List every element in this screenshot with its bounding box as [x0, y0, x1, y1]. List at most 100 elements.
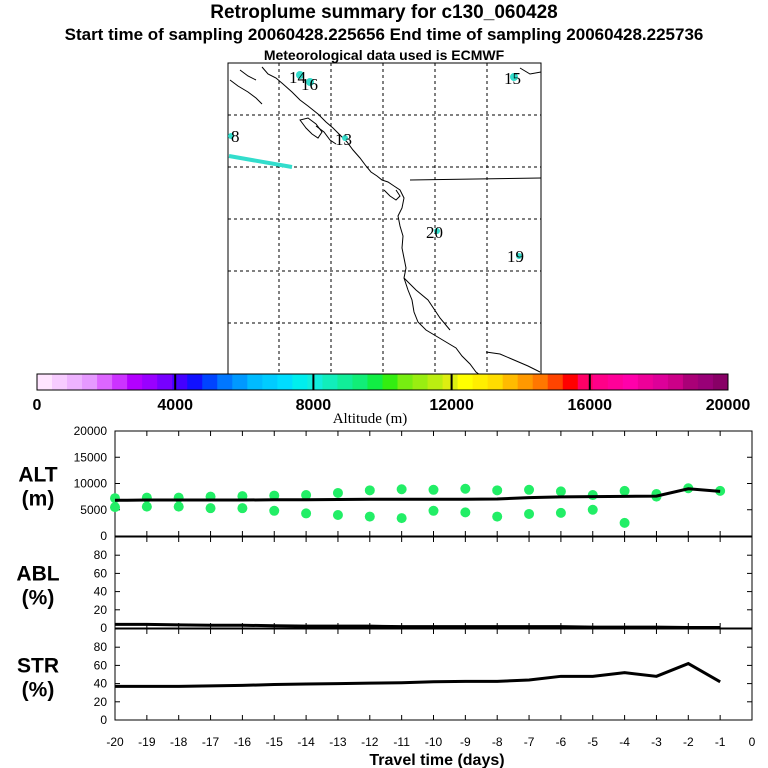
altitude-dot — [301, 508, 312, 519]
trajectory-point — [510, 73, 518, 81]
colorbar-swatch — [412, 374, 429, 390]
altitude-dot — [269, 505, 280, 516]
colorbar-label: Altitude (m) — [333, 411, 408, 427]
panel-unit: (m) — [22, 488, 55, 511]
colorbar-swatch — [52, 374, 68, 390]
altitude-dot — [396, 513, 407, 524]
x-tick-label: -2 — [683, 735, 694, 749]
trajectory-point — [342, 135, 348, 141]
colorbar-swatch — [202, 374, 218, 390]
altitude-dot — [460, 483, 471, 494]
x-tick-label: -11 — [393, 735, 410, 749]
altitude-dot — [110, 502, 120, 513]
colorbar-tick-labels: 0 4000 8000 12000 16000 20000 — [33, 397, 751, 414]
colorbar-tick-label: 12000 — [429, 397, 474, 414]
y-tick-label: 40 — [94, 585, 108, 599]
altitude-dot — [492, 485, 503, 496]
colorbar-tick-label: 16000 — [568, 397, 613, 414]
colorbar-swatch — [382, 374, 399, 390]
colorbar-swatch — [37, 374, 53, 390]
meteo-source: Meteorological data used is ECMWF — [263, 47, 505, 63]
x-tick-label: -18 — [170, 735, 188, 749]
trajectory-point — [306, 78, 314, 86]
colorbar-swatch — [157, 374, 173, 390]
panel-alt: 0 5000 10000 15000 20000 ALT(m) — [18, 424, 753, 543]
colorbar-swatch — [367, 374, 383, 390]
trajectory-day-labels: 14 16 15 8 13 20 19 — [231, 68, 524, 266]
colorbar-swatch — [577, 374, 594, 390]
colorbar-swatch — [112, 374, 128, 390]
y-tick-label: 20 — [94, 695, 108, 709]
panel-frame — [114, 628, 753, 721]
colorbar-swatch — [442, 374, 459, 390]
y-tick-label: 60 — [94, 658, 108, 672]
panel-label: ALT — [18, 464, 57, 487]
altitude-dot — [428, 505, 439, 516]
altitude-dot — [587, 490, 598, 501]
altitude-dot — [301, 490, 312, 501]
colorbar-swatch — [667, 374, 684, 390]
colorbar-swatch — [517, 374, 534, 390]
colorbar-swatch — [682, 374, 699, 390]
colorbar-swatch — [607, 374, 624, 390]
colorbar-swatch — [637, 374, 654, 390]
map-label-16: 16 — [301, 75, 318, 94]
y-tick-label: 60 — [94, 566, 108, 580]
colorbar-swatch — [247, 374, 263, 390]
x-tick-label: -6 — [556, 735, 567, 749]
colorbar-swatch — [592, 374, 609, 390]
colorbar-frame — [36, 373, 729, 391]
panel-label: ABL — [16, 563, 59, 586]
altitude-dot — [173, 501, 184, 512]
x-tick-label: -15 — [266, 735, 284, 749]
colorbar-swatch — [97, 374, 113, 390]
altitude-dot — [332, 487, 343, 498]
x-tick-label: 0 — [749, 735, 756, 749]
panel-abl: 0 20 40 60 80 ABL(%) — [16, 536, 753, 635]
colorbar-swatch — [217, 374, 233, 390]
x-axis-label: Travel time (days) — [369, 752, 504, 768]
x-tick-label: -5 — [587, 735, 598, 749]
altitude-dot — [364, 511, 375, 522]
panel-label: STR — [17, 655, 59, 678]
colorbar-swatch — [652, 374, 669, 390]
y-tick-label: 0 — [100, 713, 107, 727]
colorbar-tick-label: 8000 — [296, 397, 332, 414]
altitude-dot — [428, 484, 439, 495]
panel-frame — [114, 536, 753, 629]
trajectory-point — [434, 228, 440, 234]
map-label-13: 13 — [335, 130, 352, 149]
colorbar-swatch — [127, 374, 143, 390]
colorbar-swatch — [472, 374, 489, 390]
colorbar-tick-label: 20000 — [706, 397, 751, 414]
colorbar-swatch — [142, 374, 158, 390]
x-tick-label: -20 — [106, 735, 124, 749]
y-tick-label: 0 — [100, 621, 107, 635]
colorbar-swatch — [337, 374, 353, 390]
map-label-8: 8 — [231, 127, 240, 146]
x-tick-label: -1 — [715, 735, 726, 749]
y-tick-label: 5000 — [80, 503, 107, 517]
x-tick-label: -3 — [651, 735, 662, 749]
colorbar-swatch — [292, 374, 308, 390]
colorbar-swatch — [397, 374, 414, 390]
chart-title: Retroplume summary for c130_060428 — [210, 2, 558, 23]
colorbar-swatch — [82, 374, 98, 390]
colorbar-swatch — [427, 374, 444, 390]
abl-line — [115, 622, 721, 630]
altitude-dot — [364, 485, 375, 496]
altitude-dot — [269, 490, 280, 501]
altitude-colorbar — [36, 373, 729, 391]
map-gridlines — [228, 63, 541, 375]
panel-frame — [114, 430, 753, 537]
colorbar-swatch — [532, 374, 549, 390]
altitude-dot — [619, 517, 630, 528]
altitude-dot — [205, 503, 216, 514]
trajectory-path — [228, 154, 293, 169]
altitude-dot — [555, 486, 566, 497]
colorbar-swatch — [487, 374, 504, 390]
mean-altitude-line — [114, 487, 721, 502]
map-label-14: 14 — [289, 68, 307, 87]
colorbar-swatch — [232, 374, 248, 390]
